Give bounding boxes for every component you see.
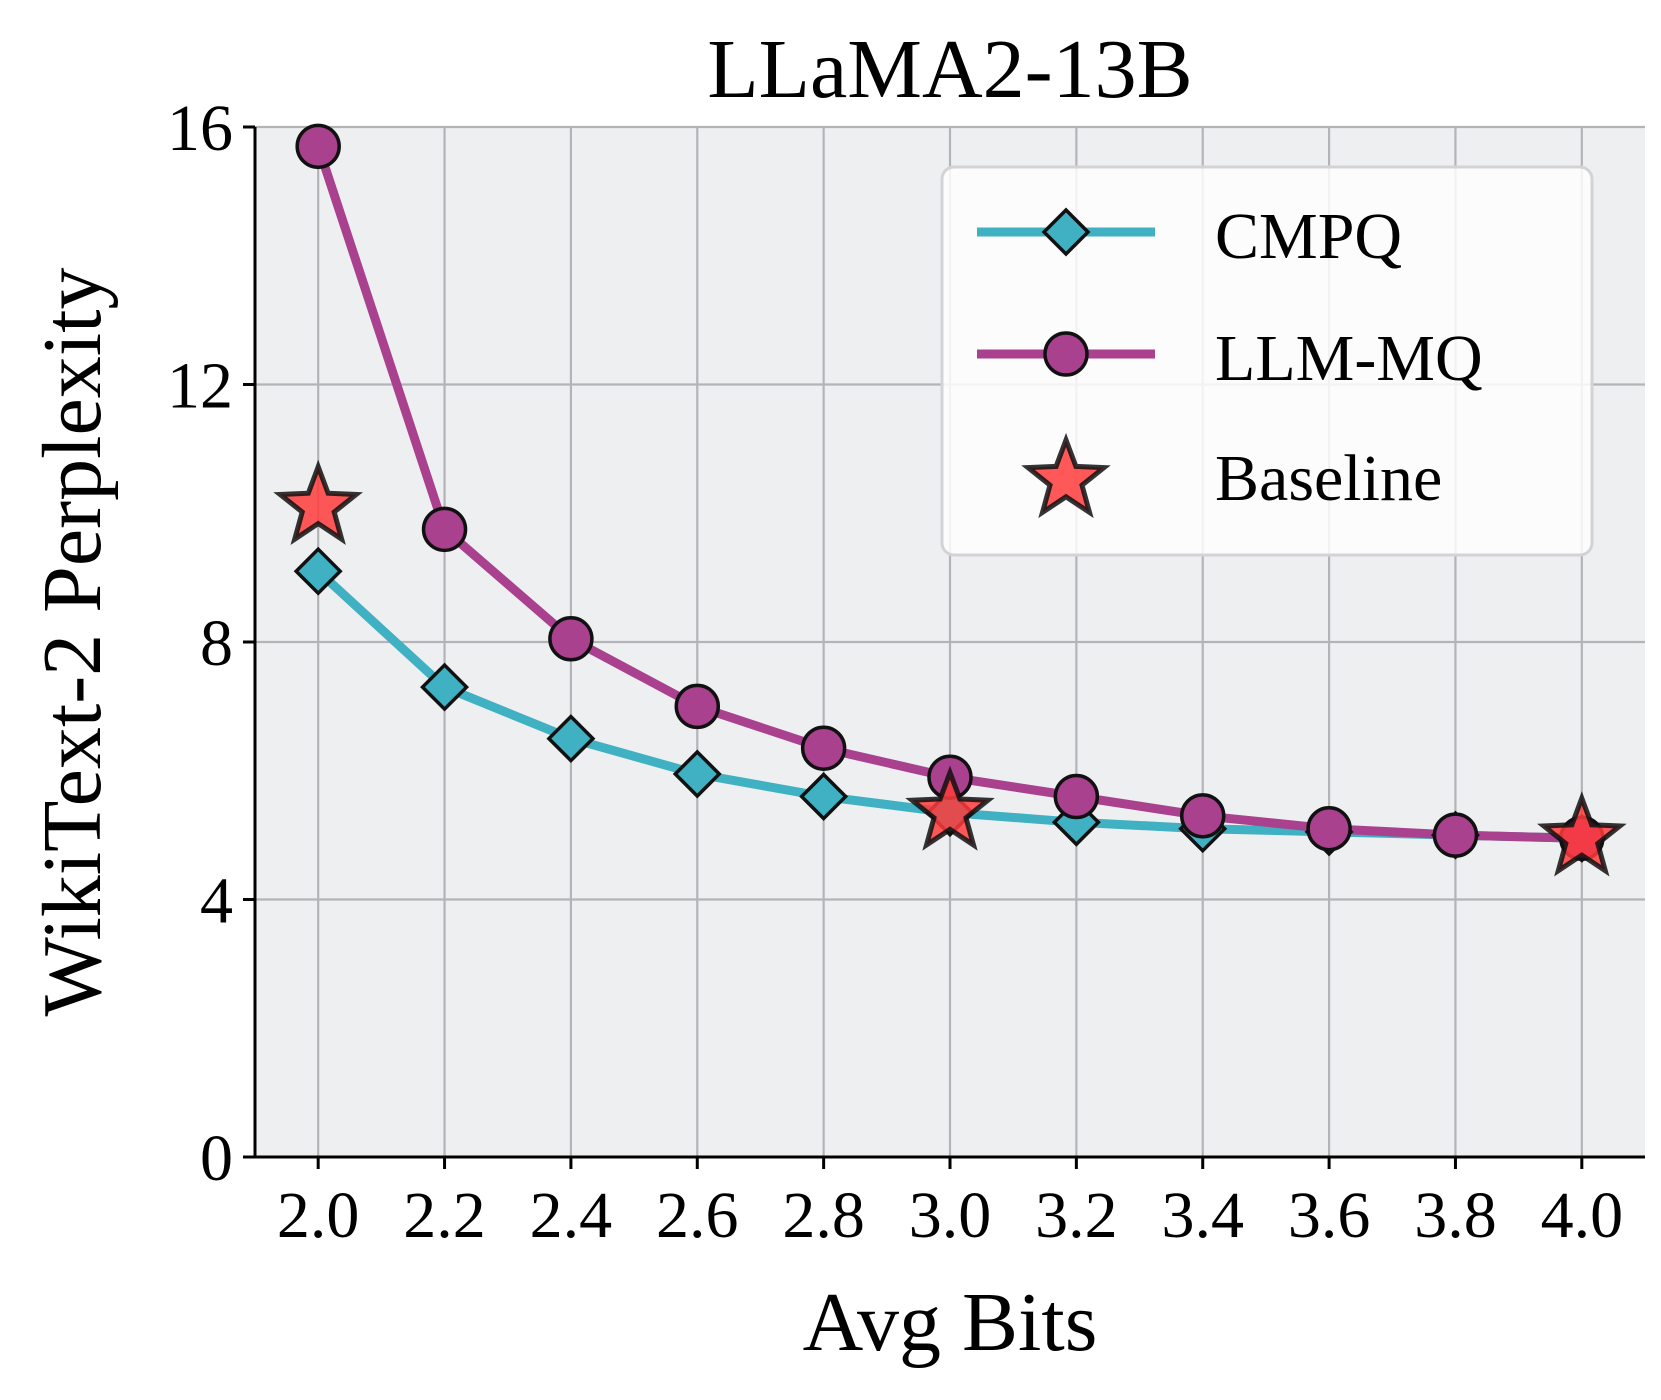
data-point-llm-mq bbox=[548, 616, 594, 662]
y-tick-label: 8 bbox=[200, 607, 233, 680]
axes bbox=[243, 125, 1645, 1169]
legend-label-cmpq: CMPQ bbox=[1215, 200, 1402, 273]
legend-marker-llm-mq bbox=[1043, 331, 1089, 377]
data-point-baseline bbox=[1537, 791, 1627, 877]
data-point-llm-mq bbox=[674, 683, 721, 730]
data-point-baseline bbox=[905, 765, 995, 851]
data-point-cmpq bbox=[546, 714, 596, 764]
x-tick-label: 3.0 bbox=[909, 1179, 992, 1252]
legend-label-llm-mq: LLM-MQ bbox=[1215, 322, 1483, 395]
x-tick-label: 2.2 bbox=[403, 1179, 486, 1252]
x-tick-label: 2.6 bbox=[656, 1179, 739, 1252]
x-tick-label: 3.4 bbox=[1161, 1179, 1244, 1252]
legend-frame bbox=[940, 165, 1594, 557]
x-tick-label: 2.0 bbox=[277, 1179, 360, 1252]
data-point-llm-mq bbox=[295, 123, 341, 170]
data-point-llm-mq bbox=[1179, 793, 1226, 839]
data-point-llm-mq bbox=[1306, 805, 1352, 852]
legend-marker-cmpq bbox=[1041, 207, 1091, 257]
data-point-llm-mq bbox=[1432, 812, 1479, 858]
data-point-cmpq bbox=[420, 662, 470, 712]
x-axis-label: Avg Bits bbox=[803, 1276, 1098, 1369]
x-tick-label: 2.8 bbox=[782, 1179, 865, 1252]
x-tick-label: 3.8 bbox=[1414, 1179, 1497, 1252]
data-point-llm-mq bbox=[800, 725, 847, 771]
x-tick-label: 4.0 bbox=[1541, 1179, 1624, 1252]
y-axis-label: WikiText-2 Perplexity bbox=[26, 268, 119, 1017]
x-tick-label: 3.2 bbox=[1035, 1179, 1118, 1252]
y-tick-label: 12 bbox=[167, 350, 233, 423]
data-point-cmpq bbox=[799, 772, 849, 821]
chart-title: LLaMA2-13B bbox=[707, 23, 1192, 116]
data-point-cmpq bbox=[293, 546, 343, 596]
data-point-cmpq bbox=[672, 749, 722, 799]
legend: CMPQ LLM-MQ Baseline bbox=[940, 165, 1594, 557]
data-point-llm-mq bbox=[421, 506, 468, 553]
y-tick-label: 16 bbox=[167, 92, 233, 165]
legend-label-baseline: Baseline bbox=[1215, 442, 1442, 515]
legend-marker-baseline bbox=[1021, 432, 1111, 519]
data-point-baseline bbox=[273, 459, 363, 545]
data-point-llm-mq bbox=[1053, 773, 1100, 820]
legend-swatches bbox=[977, 207, 1155, 519]
series-markers bbox=[273, 123, 1627, 877]
y-tick-label: 4 bbox=[200, 865, 233, 938]
x-tick-label: 3.6 bbox=[1288, 1179, 1371, 1252]
y-tick-label: 0 bbox=[200, 1122, 233, 1195]
tick-labels: 2.0 2.2 2.4 2.6 2.8 3.0 3.2 3.4 3.6 3.8 4.0 0 4 8 12 16 bbox=[167, 92, 1623, 1252]
x-tick-label: 2.4 bbox=[530, 1179, 613, 1252]
